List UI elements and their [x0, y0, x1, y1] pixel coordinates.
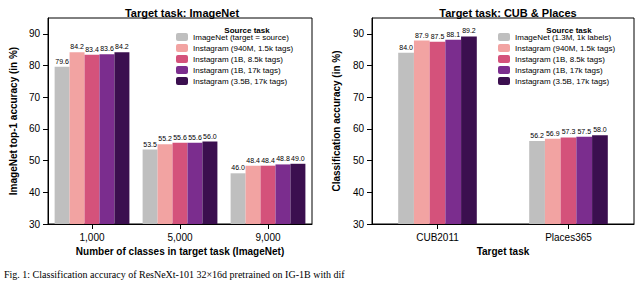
svg-text:1,000: 1,000: [80, 232, 105, 243]
svg-text:87.9: 87.9: [415, 32, 429, 39]
svg-text:89.2: 89.2: [462, 27, 476, 34]
svg-text:Source task: Source task: [224, 26, 270, 35]
svg-text:48.8: 48.8: [276, 155, 290, 162]
svg-text:84.2: 84.2: [70, 43, 84, 50]
svg-text:5,000: 5,000: [167, 232, 192, 243]
svg-text:Instagram (3.5B, 17k tags): Instagram (3.5B, 17k tags): [515, 77, 610, 86]
svg-text:Target task: CUB & Places: Target task: CUB & Places: [439, 7, 576, 19]
svg-text:50: 50: [353, 155, 365, 166]
svg-text:84.0: 84.0: [399, 44, 413, 51]
svg-text:79.6: 79.6: [55, 58, 69, 65]
svg-text:46.0: 46.0: [231, 164, 245, 171]
svg-text:55.6: 55.6: [173, 134, 187, 141]
svg-text:Source task: Source task: [546, 26, 592, 35]
svg-text:49.0: 49.0: [291, 155, 305, 162]
svg-text:ImageNet (target = source): ImageNet (target = source): [193, 32, 289, 42]
svg-text:Instagram (1B, 17k tags): Instagram (1B, 17k tags): [515, 66, 603, 75]
svg-text:Instagram (1B, 8.5k tags): Instagram (1B, 8.5k tags): [515, 55, 605, 64]
svg-text:90: 90: [353, 28, 365, 39]
svg-text:30: 30: [29, 219, 41, 230]
svg-text:53.5: 53.5: [143, 141, 157, 148]
svg-text:Instagram (3.5B, 17k tags): Instagram (3.5B, 17k tags): [193, 77, 288, 86]
svg-text:Classification accuracy (in %): Classification accuracy (in %): [331, 50, 342, 191]
svg-text:Instagram (940M, 1.5k tags): Instagram (940M, 1.5k tags): [515, 44, 615, 53]
svg-text:Places365: Places365: [545, 232, 592, 243]
svg-text:60: 60: [29, 123, 41, 134]
svg-text:CUB2011: CUB2011: [416, 232, 459, 243]
svg-text:83.4: 83.4: [85, 46, 99, 53]
svg-text:90: 90: [29, 28, 41, 39]
svg-text:Number of classes in target ta: Number of classes in target task (ImageN…: [76, 246, 284, 257]
svg-text:30: 30: [353, 219, 365, 230]
svg-text:Instagram (1B, 8.5k tags): Instagram (1B, 8.5k tags): [193, 55, 283, 64]
svg-text:70: 70: [29, 92, 41, 103]
svg-text:84.2: 84.2: [115, 43, 129, 50]
svg-text:ImageNet (1.3M, 1k labels): ImageNet (1.3M, 1k labels): [515, 32, 611, 42]
svg-text:55.6: 55.6: [188, 134, 202, 141]
svg-text:40: 40: [29, 187, 41, 198]
svg-text:80: 80: [353, 60, 365, 71]
svg-text:Instagram (940M, 1.5k tags): Instagram (940M, 1.5k tags): [193, 44, 293, 53]
svg-text:Instagram (1B, 17k tags): Instagram (1B, 17k tags): [193, 66, 281, 75]
svg-text:50: 50: [29, 155, 41, 166]
html-text:Fig. 1: Classification accurac: Fig. 1: Classification accuracy of ResNe…: [4, 269, 345, 280]
svg-text:48.4: 48.4: [246, 157, 260, 164]
svg-text:56.9: 56.9: [546, 130, 560, 137]
svg-text:60: 60: [353, 123, 365, 134]
svg-text:57.3: 57.3: [562, 128, 576, 135]
svg-text:40: 40: [353, 187, 365, 198]
svg-text:80: 80: [29, 60, 41, 71]
svg-text:57.5: 57.5: [577, 128, 591, 135]
svg-text:Target task: Target task: [477, 246, 530, 257]
svg-text:Target task: ImageNet: Target task: ImageNet: [125, 7, 239, 19]
svg-text:58.0: 58.0: [593, 126, 607, 133]
svg-text:9,000: 9,000: [255, 232, 280, 243]
svg-text:56.2: 56.2: [530, 132, 544, 139]
svg-text:56.0: 56.0: [203, 133, 217, 140]
svg-text:ImageNet top-1 accuracy (in %): ImageNet top-1 accuracy (in %): [8, 47, 19, 195]
svg-text:83.6: 83.6: [100, 45, 114, 52]
svg-text:70: 70: [353, 92, 365, 103]
svg-text:48.4: 48.4: [261, 157, 275, 164]
svg-text:88.1: 88.1: [446, 31, 460, 38]
svg-text:87.5: 87.5: [431, 33, 445, 40]
svg-text:55.2: 55.2: [158, 135, 172, 142]
